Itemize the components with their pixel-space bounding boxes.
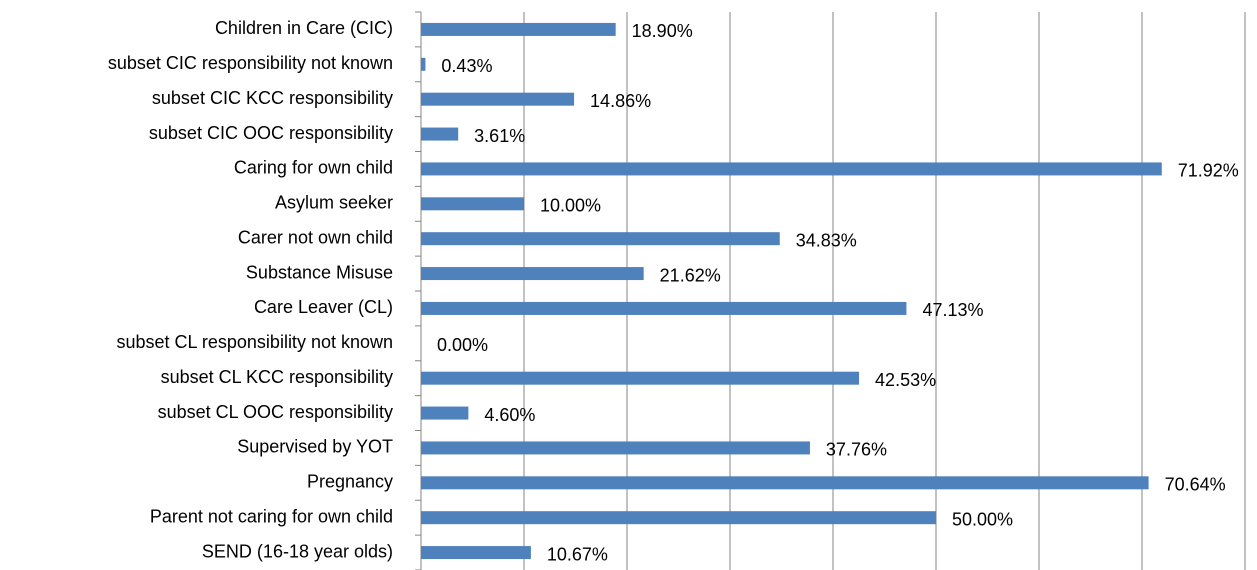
- category-label: Care Leaver (CL): [254, 297, 393, 317]
- bar: [421, 511, 936, 525]
- data-label: 71.92%: [1178, 161, 1239, 181]
- data-label: 10.00%: [540, 196, 601, 216]
- data-label: 10.67%: [547, 544, 608, 564]
- bar: [421, 301, 907, 315]
- bar: [421, 267, 644, 281]
- category-label: subset CL responsibility not known: [117, 332, 393, 352]
- data-label: 42.53%: [875, 370, 936, 390]
- category-label: Parent not caring for own child: [150, 506, 393, 526]
- category-label: Children in Care (CIC): [215, 18, 393, 38]
- data-label: 37.76%: [826, 440, 887, 460]
- bar: [421, 197, 524, 211]
- bar: [421, 371, 860, 385]
- category-label: Pregnancy: [307, 472, 393, 492]
- category-label: Asylum seeker: [275, 193, 393, 213]
- category-label: Caring for own child: [234, 158, 393, 178]
- data-label: 50.00%: [952, 509, 1013, 529]
- category-label: subset CIC OOC responsibility: [149, 123, 393, 143]
- category-label: subset CL OOC responsibility: [158, 402, 393, 422]
- bar: [421, 162, 1162, 176]
- bar: [421, 127, 459, 141]
- category-label: Carer not own child: [238, 227, 393, 247]
- data-label: 0.43%: [441, 56, 492, 76]
- data-label: 14.86%: [590, 91, 651, 111]
- bar: [421, 92, 575, 106]
- data-label: 47.13%: [922, 300, 983, 320]
- category-label: subset CL KCC responsibility: [161, 367, 393, 387]
- data-label: 18.90%: [632, 21, 693, 41]
- bar: [421, 406, 469, 420]
- bar: [421, 232, 780, 246]
- category-label: Substance Misuse: [246, 262, 393, 282]
- category-label: Supervised by YOT: [237, 437, 393, 457]
- category-label: subset CIC responsibility not known: [108, 53, 393, 73]
- category-label: subset CIC KCC responsibility: [152, 88, 393, 108]
- data-label: 3.61%: [474, 126, 525, 146]
- data-label: 4.60%: [484, 405, 535, 425]
- data-label: 70.64%: [1165, 475, 1226, 495]
- data-label: 34.83%: [796, 230, 857, 250]
- bar: [421, 22, 616, 36]
- bar: [421, 441, 810, 455]
- data-label: 0.00%: [437, 335, 488, 355]
- category-label: SEND (16-18 year olds): [202, 541, 393, 561]
- data-label: 21.62%: [660, 265, 721, 285]
- bar: [421, 476, 1149, 490]
- bar: [421, 57, 426, 71]
- bar: [421, 546, 531, 560]
